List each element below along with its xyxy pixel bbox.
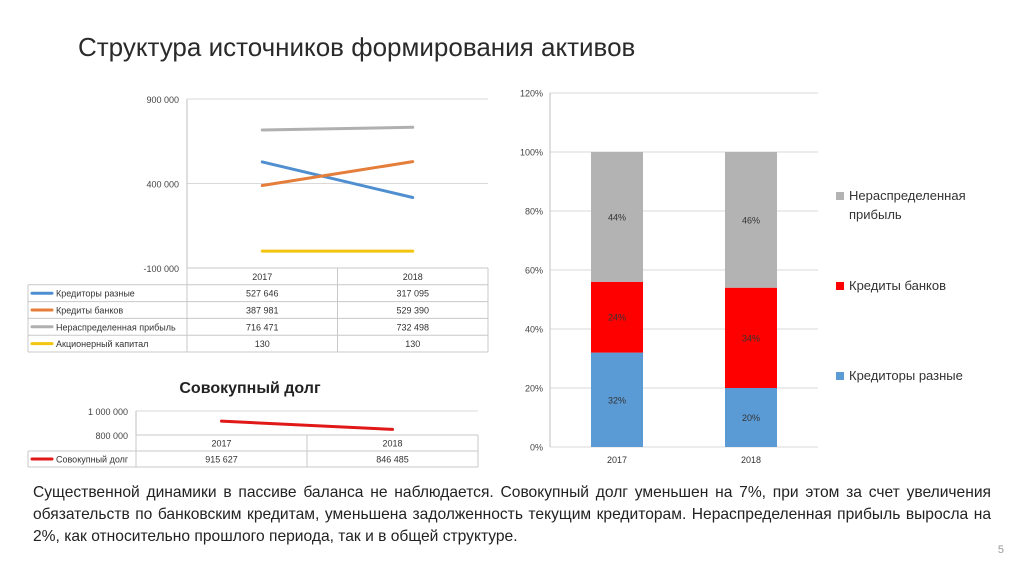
total-debt-chart-svg: Совокупный долг 800 000 1 000 000 2017 2018 С… [27,380,479,468]
y-tick-label: 120% [520,89,543,99]
series-line [260,160,415,188]
chart-title: Совокупный долг [179,380,321,397]
x-category-label: 2017 [252,272,272,282]
slide-title: Структура источников формирования активо… [78,32,636,62]
legend-label: Совокупный долг [56,455,129,465]
structure-stacked-chart: 0% 20% 40% 60% 80% 100% 120% 32% 24% 44% 2017 20% 34… [500,80,1000,480]
legend-label: Нераспределенная [849,188,966,203]
legend-label: Кредиты банков [849,278,946,293]
data-table-value: 130 [405,339,420,349]
data-table-value: 846 485 [376,455,409,465]
series-line [260,125,415,132]
legend-label: Кредиторы разные [56,289,135,299]
data-table-value: 529 390 [396,306,429,316]
legend-label: Кредиты банков [56,306,123,316]
x-category-label: 2018 [741,455,761,465]
liabilities-line-chart: -100 000 400 000 900 000 2017 2018 Кредиторы … [0,75,500,360]
y-tick-label: 80% [525,207,543,217]
series-line [220,419,394,431]
legend-label: Акционерный капитал [56,339,148,349]
data-table-value: 130 [255,339,270,349]
y-tick-label: 100% [520,148,543,158]
legend-label: Нераспределенная прибыль [56,322,176,332]
legend-label: прибыль [849,207,902,222]
data-table-value: 527 646 [246,289,279,299]
bar-segment [591,352,643,447]
x-category-label: 2018 [382,439,402,449]
x-category-label: 2017 [607,455,627,465]
page-number: 5 [997,544,1004,556]
data-label: 24% [608,313,626,323]
x-category-label: 2018 [403,272,423,282]
y-tick-label: 400 000 [146,180,179,190]
y-tick-label: 60% [525,266,543,276]
x-category-label: 2017 [211,439,231,449]
y-tick-label: 1 000 000 [88,407,128,417]
legend-swatch [836,282,844,290]
bar-segment [591,281,643,353]
liabilities-line-chart-svg: -100 000 400 000 900 000 2017 2018 Кредиторы … [27,95,489,353]
y-tick-label: 20% [525,384,543,394]
y-tick-label: 0% [530,443,543,453]
bar-segment [725,388,777,447]
data-table-value: 387 981 [246,306,279,316]
bar-segment [725,152,777,288]
y-tick-label: 40% [525,325,543,335]
data-label: 20% [742,413,760,423]
bar-segment [591,152,643,282]
series-line [260,160,415,200]
summary-text: Существенной динамики в пассиве баланса … [33,484,991,545]
legend-swatch [836,192,844,200]
data-table-value: 732 498 [396,322,429,332]
y-tick-label: -100 000 [143,264,179,274]
total-debt-chart: Совокупный долг 800 000 1 000 000 2017 2018 С… [0,372,490,472]
y-tick-label: 900 000 [146,95,179,105]
data-label: 44% [608,212,626,222]
data-label: 46% [742,215,760,225]
data-label: 32% [608,395,626,405]
data-label: 34% [742,333,760,343]
data-table-value: 716 471 [246,322,279,332]
legend-swatch [836,372,844,380]
data-table-value: 317 095 [396,289,429,299]
data-table-value: 915 627 [205,455,238,465]
y-tick-label: 800 000 [95,431,128,441]
bar-segment [725,287,777,388]
structure-stacked-chart-svg: 0% 20% 40% 60% 80% 100% 120% 32% 24% 44% 2017 20% 34… [520,89,966,466]
legend-label: Кредиторы разные [849,368,963,383]
